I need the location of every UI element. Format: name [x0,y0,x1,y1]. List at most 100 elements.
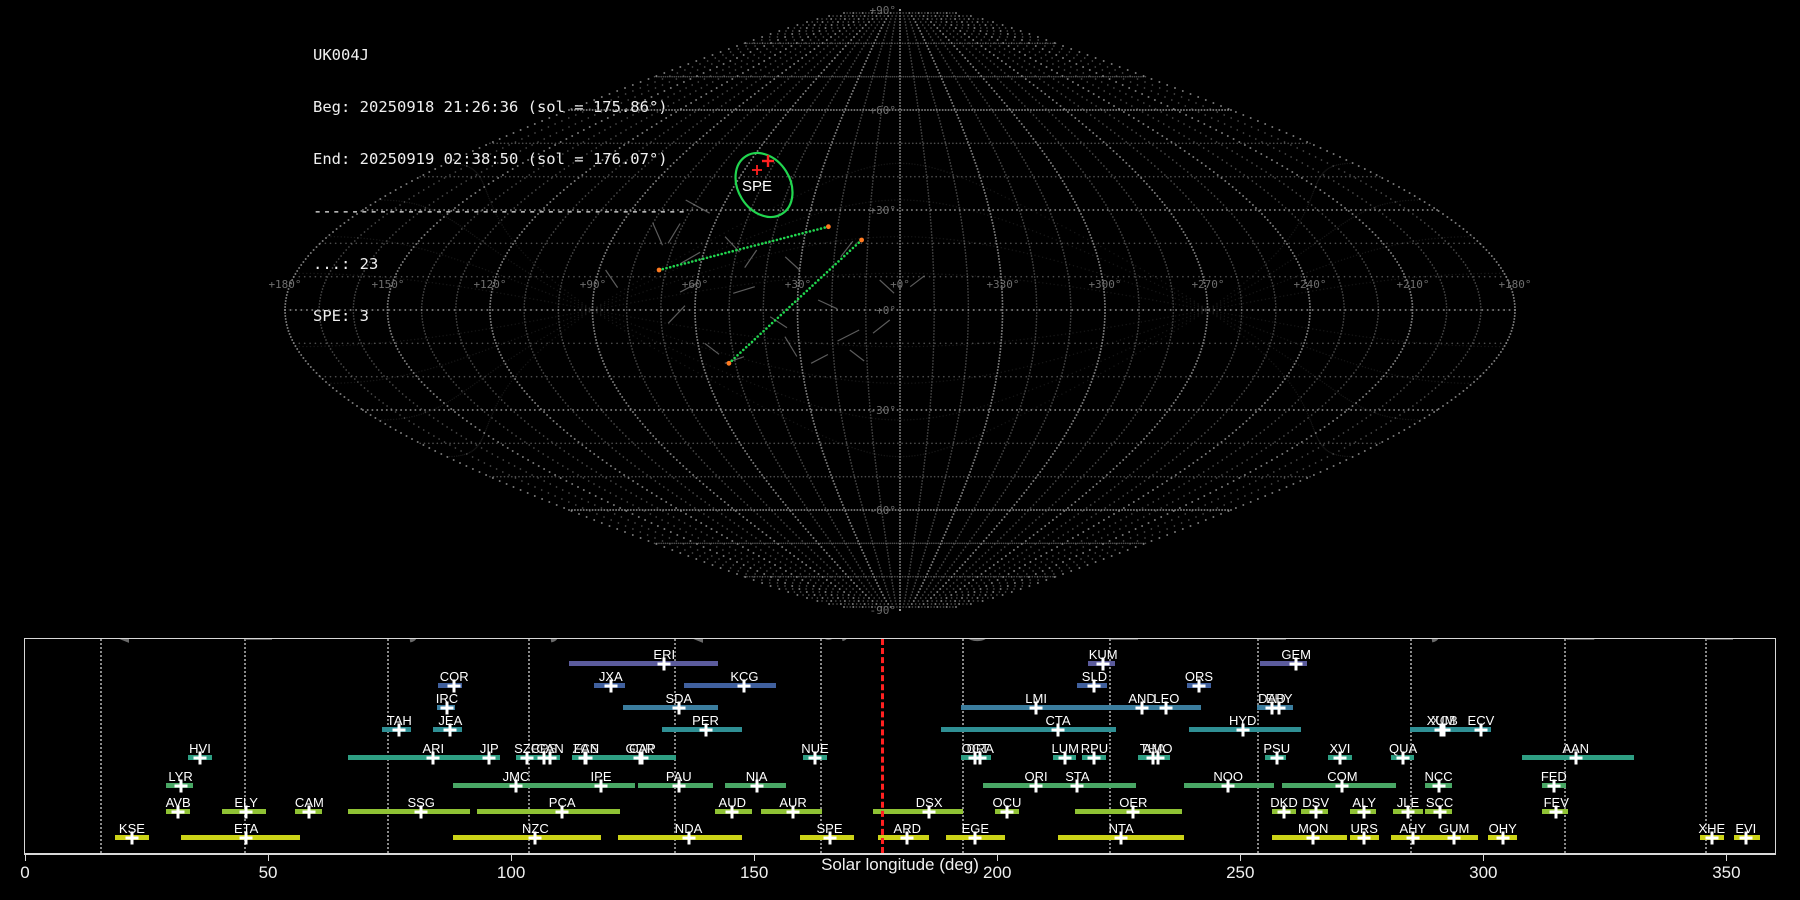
shower-code-label[interactable]: RPU [1080,741,1109,756]
shower-code-label[interactable]: SPE [816,821,843,836]
shower-code-label[interactable]: ARI [422,741,445,756]
shower-code-label[interactable]: PAU [665,769,692,784]
shower-peak-marker[interactable] [1432,779,1446,792]
shower-peak-marker[interactable] [968,751,982,764]
shower-code-label[interactable]: NOO [1213,769,1243,784]
shower-peak-marker[interactable] [1549,805,1563,818]
shower-code-label[interactable]: EGE [961,821,990,836]
shower-code-label[interactable]: NDA [674,821,703,836]
shower-code-label[interactable]: LMI [1025,691,1047,706]
sky-map-panel[interactable]: SPE +90° +60° +30° +0° -30° -60° -90° +180° +150… [0,0,1800,630]
shower-code-label[interactable]: IPE [590,769,612,784]
shower-code-label[interactable]: XVI [1329,741,1351,756]
shower-code-label[interactable]: JLE [1396,795,1420,810]
timeline-plot-area[interactable]: APR MAY JUN JUL AUG SEP OCT NOV DEC JAN FEB MAR ERI K… [25,639,1775,853]
shower-code-label[interactable]: XHE [1698,821,1726,836]
shower-code-label[interactable]: PER [692,713,719,728]
shower-activity-bar[interactable] [571,755,677,760]
shower-activity-bar[interactable] [452,783,563,788]
shower-peak-marker[interactable] [1289,657,1303,670]
shower-peak-marker[interactable] [1058,751,1072,764]
shower-peak-marker[interactable] [1335,779,1349,792]
shower-peak-marker[interactable] [1236,723,1250,736]
shower-code-label[interactable]: TAH [386,713,412,728]
shower-peak-marker[interactable] [1272,701,1286,714]
shower-code-label[interactable]: KSE [118,821,145,836]
shower-peak-marker[interactable] [1447,831,1461,844]
shower-peak-marker[interactable] [672,779,686,792]
shower-code-label[interactable]: AUD [718,795,747,810]
shower-code-label[interactable]: HVI [189,741,211,756]
shower-code-label[interactable]: ECV [1467,713,1495,728]
shower-peak-marker[interactable] [1151,751,1165,764]
shower-activity-bar[interactable] [1105,705,1195,710]
shower-activity-bar[interactable] [452,835,602,840]
shower-code-label[interactable]: ARD [893,821,922,836]
shower-code-label[interactable]: MON [1298,821,1329,836]
shower-code-label[interactable]: IRC [435,691,459,706]
shower-peak-marker[interactable] [682,831,696,844]
shower-code-label[interactable]: JXA [598,669,623,684]
shower-code-label[interactable]: JMC [502,769,530,784]
shower-code-label[interactable]: JEA [438,713,463,728]
shower-peak-marker[interactable] [1087,679,1101,692]
shower-peak-marker[interactable] [1547,779,1561,792]
shower-peak-marker[interactable] [414,805,428,818]
shower-code-label[interactable]: KUM [1088,647,1118,662]
shower-code-label[interactable]: HYD [1228,713,1257,728]
shower-peak-marker[interactable] [125,831,139,844]
shower-code-label[interactable]: QUA [1389,741,1418,756]
shower-code-label[interactable]: DRA [966,741,994,756]
shower-code-label[interactable]: FEV [1543,795,1569,810]
shower-code-label[interactable]: LYR [168,769,193,784]
shower-code-label[interactable]: AND [1128,691,1156,706]
shower-peak-marker[interactable] [443,723,457,736]
shower-code-label[interactable]: OCT [961,741,990,756]
shower-peak-marker[interactable] [509,779,523,792]
shower-activity-bar[interactable] [477,809,621,814]
spe-highlight-group[interactable]: SPE [656,142,864,366]
shower-peak-marker[interactable] [594,779,608,792]
shower-peak-marker[interactable] [635,751,649,764]
shower-peak-marker[interactable] [808,751,822,764]
shower-activity-bar[interactable] [348,755,495,760]
shower-code-label[interactable]: AUR [779,795,807,810]
shower-peak-marker[interactable] [657,657,671,670]
shower-activity-bar[interactable] [1259,661,1308,666]
shower-peak-marker[interactable] [1159,701,1173,714]
shower-code-label[interactable]: STA [1065,769,1090,784]
shower-peak-marker[interactable] [922,805,936,818]
shower-code-label[interactable]: OHY [1488,821,1517,836]
shower-code-label[interactable]: THA [1139,741,1166,756]
shower-peak-marker[interactable] [482,751,496,764]
shower-peak-marker[interactable] [543,751,557,764]
shower-code-label[interactable]: NCC [1424,769,1453,784]
shower-code-label[interactable]: XUM [1426,713,1456,728]
shower-code-label[interactable]: ORS [1184,669,1214,684]
shower-code-label[interactable]: OER [1119,795,1148,810]
shower-peak-marker[interactable] [1029,701,1043,714]
shower-peak-marker[interactable] [750,779,764,792]
shower-code-label[interactable]: FED [1540,769,1567,784]
shower-peak-marker[interactable] [1029,779,1043,792]
shower-peak-marker[interactable] [786,805,800,818]
shower-code-label[interactable]: PSU [1263,741,1291,756]
shower-peak-marker[interactable] [1192,679,1206,692]
shower-peak-marker[interactable] [1270,751,1284,764]
shower-code-label[interactable]: DKD [1270,795,1298,810]
shower-peak-marker[interactable] [555,805,569,818]
shower-peak-marker[interactable] [1474,723,1488,736]
shower-activity-bar[interactable] [348,809,470,814]
shower-peak-marker[interactable] [193,751,207,764]
shower-code-label[interactable]: NUE [801,741,829,756]
shower-peak-marker[interactable] [1096,657,1110,670]
shower-code-label[interactable]: KCG [730,669,759,684]
shower-peak-marker[interactable] [239,805,253,818]
shower-peak-marker[interactable] [1406,831,1420,844]
shower-peak-marker[interactable] [1070,779,1084,792]
shower-peak-marker[interactable] [1051,723,1065,736]
shower-code-label[interactable]: SCC [1425,795,1454,810]
shower-peak-marker[interactable] [1265,701,1279,714]
shower-peak-marker[interactable] [1087,751,1101,764]
shower-peak-marker[interactable] [1433,805,1447,818]
